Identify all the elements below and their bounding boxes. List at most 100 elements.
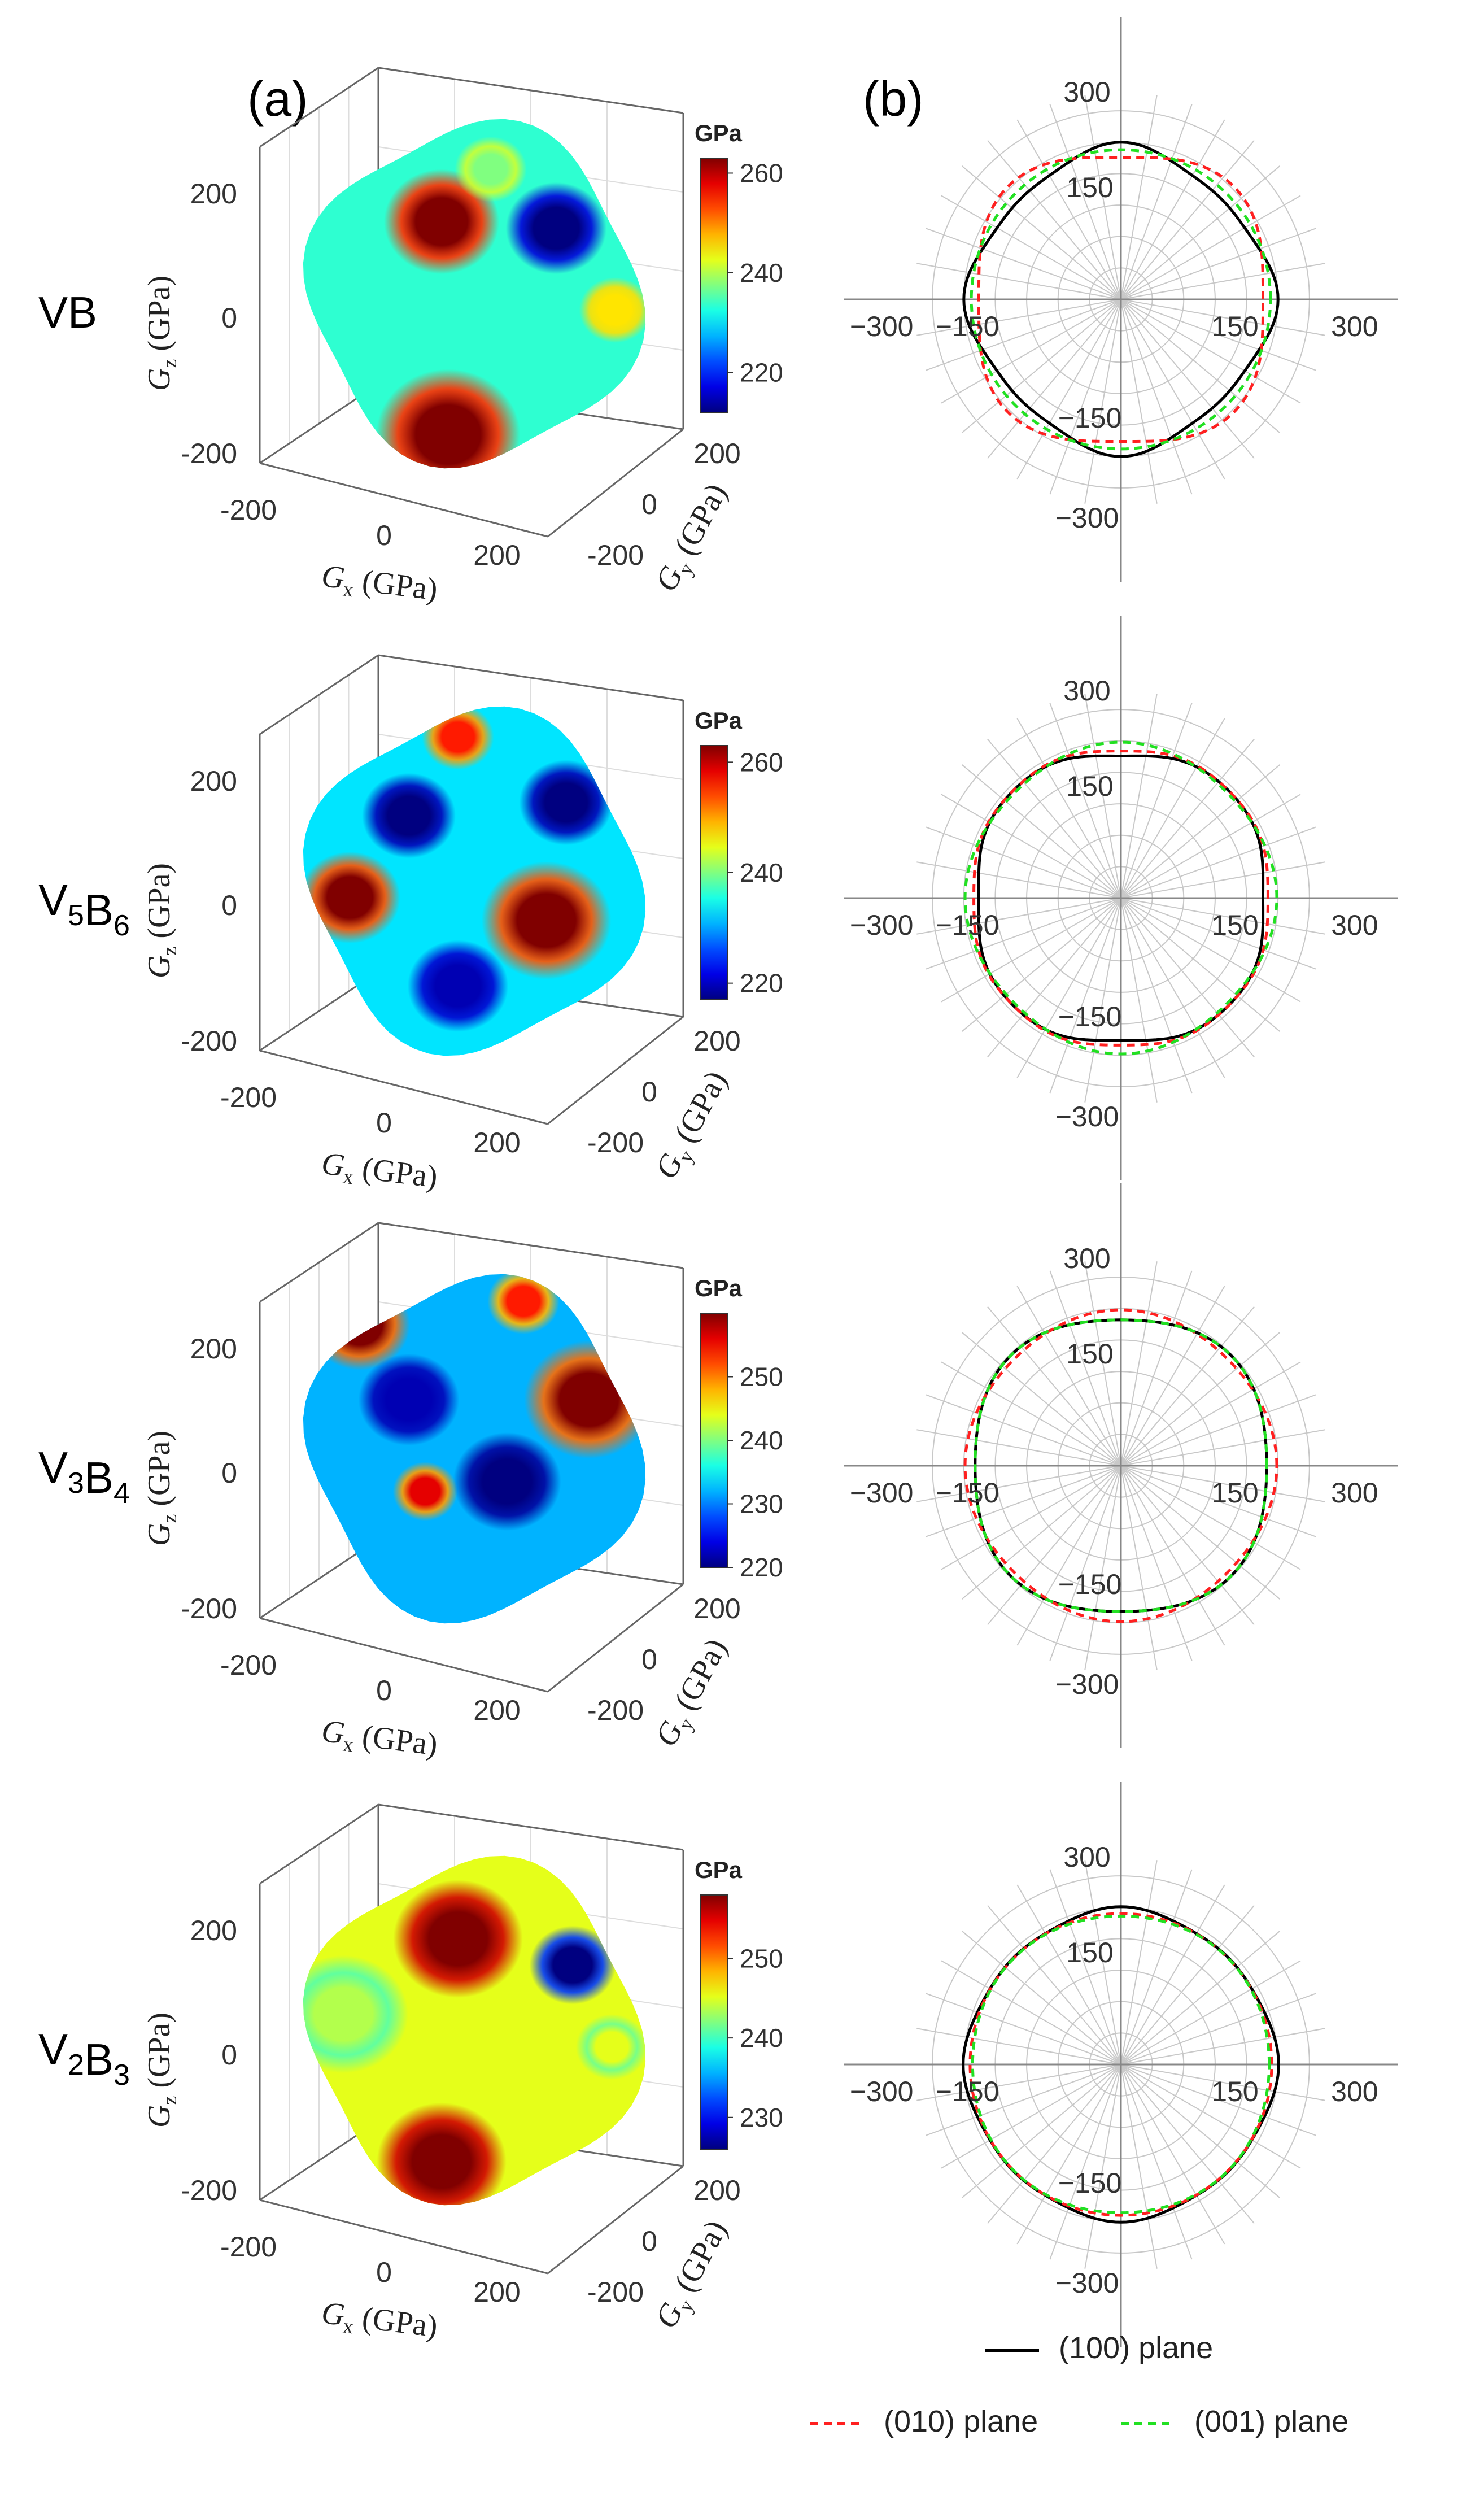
y-tick-label: 200 — [693, 2175, 740, 2206]
radial-gridline — [1120, 898, 1316, 970]
radial-gridline — [1120, 2064, 1325, 2101]
polar-tick-label: 150 — [1066, 172, 1113, 203]
radial-gridline — [941, 1960, 1121, 2065]
radial-gridline — [1120, 898, 1255, 1057]
radial-gridline — [1120, 898, 1193, 1094]
polar-tick-label: −300 — [850, 311, 914, 342]
series-plane001 — [974, 1318, 1268, 1613]
polar-tick-label: 150 — [1066, 1937, 1113, 1968]
polar-tick-label: −150 — [1058, 2167, 1122, 2199]
material-element: V — [38, 1443, 68, 1492]
radial-gridline — [1120, 195, 1301, 300]
x-axis-label: Gx (GPa) — [319, 1146, 439, 1199]
polar-tick-label: −300 — [850, 909, 914, 941]
radial-gridline — [1016, 1884, 1121, 2065]
radial-gridline — [1084, 898, 1121, 1103]
z-axis-label: Gz (GPa) — [142, 1431, 181, 1546]
radial-gridline — [1016, 1286, 1121, 1466]
radial-gridline — [962, 898, 1121, 1032]
radial-gridline — [1120, 1465, 1255, 1625]
axis-edge — [378, 67, 684, 114]
colorbar-tick-label: 250 — [740, 1944, 783, 1973]
surface-patch — [529, 1925, 616, 2005]
radial-gridline — [1120, 898, 1158, 1103]
surface-patch — [422, 706, 494, 770]
radial-gridline — [1120, 1394, 1316, 1466]
x-tick-label: 0 — [376, 1107, 392, 1139]
polar-tick-label: 300 — [1063, 1243, 1110, 1274]
z-tick-label: 0 — [221, 2039, 237, 2071]
colorbar-tick-label: 250 — [740, 1362, 783, 1392]
series-plane010 — [972, 750, 1269, 1047]
radial-gridline — [1049, 2064, 1121, 2260]
polar-tick-label: −300 — [850, 2076, 914, 2107]
radial-gridline — [1120, 165, 1280, 300]
colorbar-tick-label: 240 — [740, 258, 783, 287]
z-tick-label: -200 — [181, 1593, 237, 1624]
surface — [303, 1274, 646, 1624]
radial-gridline — [1120, 1869, 1193, 2065]
material-element: B — [84, 2035, 114, 2084]
radial-gridline — [962, 1465, 1121, 1600]
y-tick-label: -200 — [587, 1127, 644, 1158]
surface — [303, 706, 646, 1056]
surface-patch — [303, 1955, 408, 2073]
material-label: V5B6 — [38, 875, 130, 942]
radial-gridline — [926, 299, 1121, 371]
z-tick-label: -200 — [181, 1025, 237, 1057]
y-tick-label: 0 — [641, 1076, 657, 1108]
radial-gridline — [916, 898, 1121, 935]
colorbar-tick-label: 240 — [740, 1426, 783, 1455]
z-tick-label: -200 — [181, 438, 237, 469]
series-plane001 — [971, 1914, 1271, 2215]
axis-edge — [547, 2165, 684, 2275]
polar-tick-label: 150 — [1211, 2076, 1258, 2107]
colorbar: GPa 250 240 230 220 — [695, 1275, 783, 1582]
axis-edge — [378, 654, 684, 702]
y-tick-label: 0 — [641, 2225, 657, 2257]
z-tick-label: 0 — [221, 302, 237, 334]
radial-gridline — [1120, 1286, 1225, 1466]
radial-gridline — [916, 2028, 1121, 2065]
radial-gridline — [941, 1361, 1121, 1466]
colorbar-gradient — [700, 745, 728, 1000]
x-tick-label: 200 — [473, 1127, 520, 1158]
polar-tick-label: 300 — [1063, 1841, 1110, 1873]
material-subscript: 4 — [114, 1477, 130, 1510]
axis-edge — [259, 462, 548, 538]
radial-gridline — [1120, 2064, 1280, 2198]
y-tick-label: 200 — [693, 1025, 740, 1057]
polar-tick-label: −150 — [1058, 1569, 1122, 1600]
polar-tick-label: −150 — [936, 311, 999, 342]
radial-gridline — [941, 299, 1121, 404]
colorbar-unit: GPa — [695, 1275, 743, 1301]
x-tick-label: -200 — [220, 1649, 277, 1681]
radial-gridline — [926, 826, 1121, 899]
radial-gridline — [1084, 2064, 1121, 2269]
x-axis-label: Gx (GPa) — [319, 1714, 439, 1767]
legend-label: (010) plane — [884, 2404, 1038, 2438]
radial-gridline — [926, 898, 1121, 970]
axis-edge — [378, 1222, 684, 1269]
series-plane001 — [963, 740, 1278, 1056]
polar-tick-label: 300 — [1331, 311, 1378, 342]
legend-item-plane100: (100) plane — [985, 2331, 1213, 2365]
x-axis-label: Gx (GPa) — [319, 2295, 439, 2349]
polar-tick-label: −300 — [1055, 1101, 1119, 1132]
radial-gridline — [916, 1429, 1121, 1466]
row-1: VB -200 0 200 Gz (GPa) -200 0 200 Gx (GPa) -200 0 2… — [38, 17, 1398, 607]
series-plane100 — [962, 141, 1280, 458]
axis-edge — [259, 67, 379, 148]
z-tick-label: 200 — [190, 1915, 237, 1946]
radial-gridline — [1120, 1261, 1158, 1466]
polar-tick-label: 150 — [1211, 909, 1258, 941]
colorbar-gradient — [700, 1313, 728, 1568]
radial-gridline — [1120, 1465, 1193, 1661]
polar-tick-label: −150 — [1058, 402, 1122, 434]
radial-gridline — [1120, 1429, 1325, 1466]
material-subscript: 3 — [68, 1467, 84, 1500]
radial-gridline — [1049, 1869, 1121, 2065]
radial-gridline — [1120, 1860, 1158, 2065]
radial-gridline — [1016, 119, 1121, 300]
